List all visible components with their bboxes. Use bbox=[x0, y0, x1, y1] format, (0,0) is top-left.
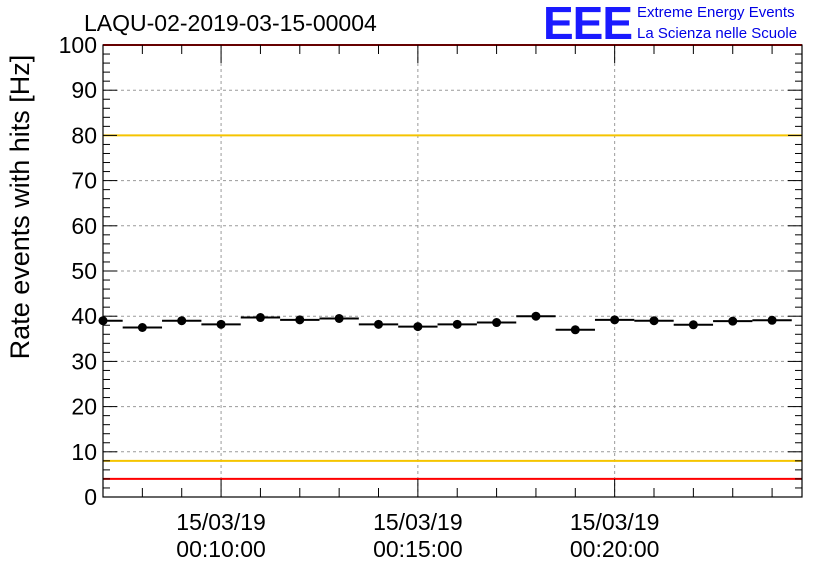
y-tick-label: 20 bbox=[71, 394, 97, 420]
data-marker bbox=[452, 319, 462, 329]
x-tick-label-date: 15/03/19 bbox=[373, 509, 463, 535]
data-marker bbox=[610, 315, 620, 325]
y-tick-label: 50 bbox=[71, 258, 97, 284]
data-point bbox=[240, 313, 281, 323]
data-point bbox=[162, 316, 202, 326]
y-tick-label: 90 bbox=[71, 77, 97, 103]
data-marker bbox=[216, 319, 226, 329]
logo-caption-line1: Extreme Energy Events bbox=[637, 4, 795, 21]
data-marker bbox=[295, 315, 305, 325]
y-tick-label: 0 bbox=[84, 484, 97, 510]
data-marker bbox=[688, 320, 698, 330]
data-point bbox=[752, 315, 792, 325]
data-marker bbox=[334, 313, 344, 323]
data-point bbox=[476, 318, 517, 328]
x-tick-label-date: 15/03/19 bbox=[176, 509, 266, 535]
data-point bbox=[673, 320, 714, 330]
y-tick-label: 10 bbox=[71, 439, 97, 465]
x-tick-label-time: 00:10:00 bbox=[176, 536, 266, 562]
y-tick-label: 80 bbox=[71, 122, 97, 148]
data-marker bbox=[767, 315, 777, 325]
data-point bbox=[516, 311, 556, 321]
axes-frame bbox=[102, 44, 803, 498]
data-marker bbox=[728, 316, 738, 326]
y-tick-label: 40 bbox=[71, 303, 97, 329]
data-points bbox=[98, 311, 792, 335]
x-tick-label-date: 15/03/19 bbox=[570, 509, 660, 535]
x-tick-label-time: 00:15:00 bbox=[373, 536, 463, 562]
y-tick-label: 30 bbox=[71, 348, 97, 374]
x-tick-label-time: 00:20:00 bbox=[570, 536, 660, 562]
data-point bbox=[713, 316, 753, 326]
grid-lines bbox=[103, 45, 802, 497]
data-marker bbox=[492, 318, 502, 328]
data-point bbox=[634, 316, 674, 326]
data-point bbox=[555, 325, 595, 335]
data-marker bbox=[255, 313, 265, 323]
data-point bbox=[319, 313, 359, 323]
data-marker bbox=[177, 316, 187, 326]
data-marker bbox=[531, 311, 541, 321]
data-point bbox=[437, 319, 477, 329]
data-point bbox=[358, 319, 399, 329]
data-point bbox=[280, 315, 320, 325]
data-marker bbox=[413, 322, 423, 332]
data-marker bbox=[649, 316, 659, 326]
data-point bbox=[594, 315, 635, 325]
tick-labels: 010203040506070809010015/03/1900:10:0015… bbox=[59, 32, 660, 562]
data-marker bbox=[570, 325, 580, 335]
data-point bbox=[201, 319, 241, 329]
data-point bbox=[122, 323, 163, 332]
y-tick-label: 100 bbox=[59, 32, 97, 58]
data-point bbox=[398, 322, 438, 332]
eee-logo: EEE bbox=[543, 0, 633, 49]
data-marker bbox=[137, 323, 147, 332]
reference-lines bbox=[103, 44, 802, 480]
y-tick-label: 70 bbox=[71, 168, 97, 194]
logo-caption-line2: La Scienza nelle Scuole bbox=[637, 25, 798, 42]
data-marker bbox=[374, 319, 384, 329]
y-tick-label: 60 bbox=[71, 213, 97, 239]
y-axis-label: Rate events with hits [Hz] bbox=[5, 55, 35, 360]
data-point bbox=[98, 316, 123, 326]
run-title: LAQU-02-2019-03-15-00004 bbox=[84, 10, 377, 36]
